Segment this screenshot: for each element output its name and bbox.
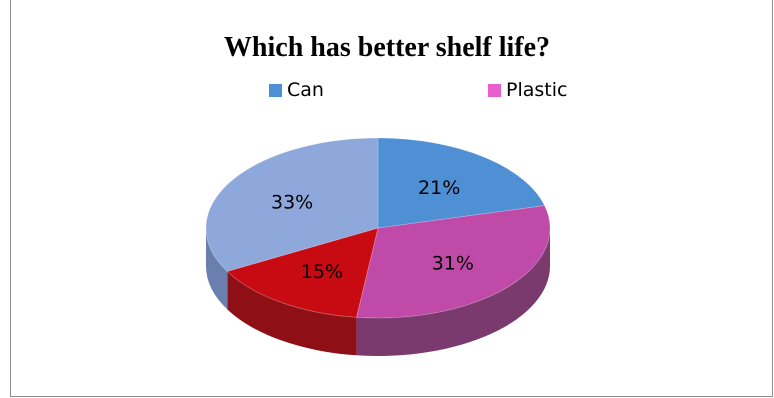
pie-slice-1 <box>355 205 551 319</box>
chart-title: Which has better shelf life? <box>223 32 551 63</box>
pie-data-label-0: 21% <box>418 177 460 199</box>
pie-slice-side-2 <box>227 271 357 356</box>
pie-slice-side-1 <box>356 228 550 356</box>
pie-slice-side-3 <box>206 228 228 310</box>
legend-swatch-plastic <box>488 83 501 97</box>
pie-slice-3 <box>205 137 379 272</box>
legend-item-plastic: Plastic <box>488 78 567 102</box>
pie-data-label-3: 33% <box>271 191 313 213</box>
legend-item-can: Can <box>269 78 324 102</box>
pie-data-label-2: 15% <box>301 261 343 283</box>
pie-slice-0 <box>377 137 546 229</box>
pie-data-label-1: 31% <box>432 253 474 275</box>
legend-label-can: Can <box>287 79 324 101</box>
pie-slice-2 <box>226 227 379 318</box>
legend-swatch-can <box>269 83 282 97</box>
legend-label-plastic: Plastic <box>506 79 568 101</box>
